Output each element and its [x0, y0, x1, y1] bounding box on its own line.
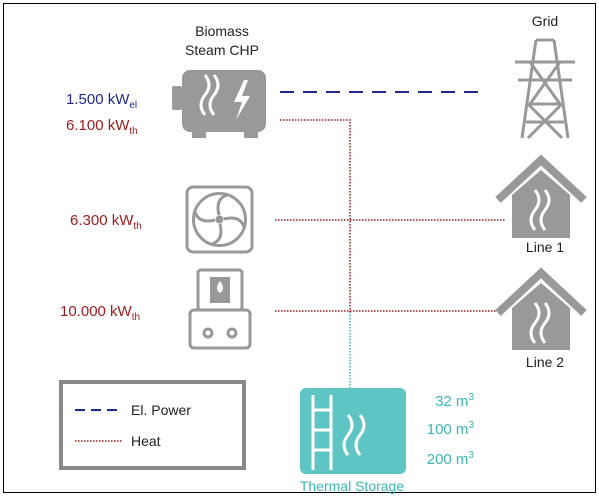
heat-value: 6.100 kWth	[66, 117, 138, 137]
house-icon	[495, 154, 587, 238]
volume: 200 m3	[427, 450, 475, 468]
grid-label: Grid	[532, 13, 558, 29]
heater-icon	[188, 268, 252, 350]
volume: 32 m3	[435, 392, 474, 410]
chp-icon	[172, 70, 266, 138]
power-value: 1.500 kWel	[66, 91, 137, 111]
tank-icon	[300, 388, 406, 474]
house-icon	[495, 267, 587, 350]
heat-value: 10.000 kWth	[60, 303, 140, 323]
storage-label: Thermal Storage	[300, 478, 404, 494]
legend-box	[59, 380, 246, 470]
heat-value: 6.300 kWth	[70, 212, 142, 232]
line-label: Line 1	[526, 239, 564, 255]
line-label: Line 2	[526, 354, 564, 370]
heat-line	[280, 119, 351, 312]
volume: 100 m3	[427, 420, 475, 438]
legend-label: Heat	[131, 433, 161, 449]
legend-label: El. Power	[131, 402, 191, 418]
generator-label: Steam CHP	[185, 42, 259, 58]
generator-label: Biomass	[195, 23, 249, 39]
fan-icon	[185, 185, 254, 254]
tower-icon	[515, 38, 575, 140]
frame	[3, 3, 596, 493]
